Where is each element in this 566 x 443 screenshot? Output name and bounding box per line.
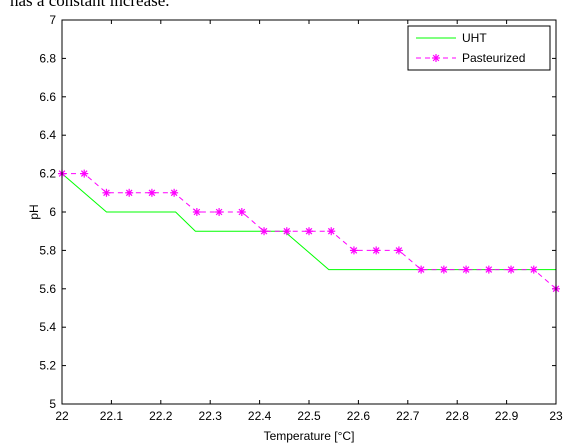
data-point-marker — [372, 246, 381, 255]
data-point-marker — [507, 265, 516, 274]
data-point-marker — [439, 265, 448, 274]
x-tick-label: 22.3 — [199, 409, 223, 423]
y-tick-label: 6.4 — [39, 128, 56, 142]
data-point-marker — [80, 169, 89, 178]
x-tick-label: 22.9 — [495, 409, 519, 423]
x-axis-label: Temperature [°C] — [264, 429, 355, 443]
x-tick-label: 22.4 — [248, 409, 272, 423]
x-tick-label: 22.5 — [297, 409, 321, 423]
legend-label-uht: UHT — [462, 31, 487, 45]
data-point-marker — [305, 227, 313, 236]
caption-text-fragment: has a constant increase. — [10, 0, 170, 10]
y-tick-label: 5.6 — [39, 282, 56, 296]
legend-star-marker — [432, 54, 440, 62]
data-point-marker — [237, 208, 246, 216]
data-point-marker — [192, 208, 201, 216]
y-axis-label: pH — [27, 204, 41, 219]
data-point-marker — [125, 188, 134, 197]
x-tick-label: 22.7 — [396, 409, 420, 423]
data-point-marker — [327, 227, 336, 236]
legend: UHT Pasteurized — [407, 25, 551, 71]
legend-marker-pasteurized — [432, 54, 440, 62]
y-tick-label: 5.4 — [39, 320, 56, 334]
x-tick-label: 22.2 — [149, 409, 173, 423]
data-point-marker — [394, 246, 403, 255]
data-point-marker — [215, 208, 224, 216]
legend-box — [407, 25, 551, 71]
y-tick-label: 5.8 — [39, 243, 56, 257]
plot-frame — [61, 19, 557, 405]
data-point-marker — [147, 188, 156, 197]
data-point-marker — [349, 246, 358, 255]
x-tick-label: 22.1 — [100, 409, 124, 423]
data-point-marker — [484, 265, 493, 274]
x-tick-label: 22.8 — [446, 409, 470, 423]
x-tick-label: 22.6 — [347, 409, 371, 423]
data-point-marker — [102, 188, 111, 197]
y-tick-label: 5 — [49, 397, 56, 411]
data-point-marker — [260, 227, 269, 236]
x-tick-label: 22 — [55, 409, 69, 423]
data-point-marker — [462, 265, 471, 274]
x-tick-label: 23 — [549, 409, 563, 423]
y-tick-label: 6.2 — [39, 167, 56, 181]
y-tick-label: 6 — [49, 205, 56, 219]
series-line-uht — [61, 173, 556, 271]
data-point-marker — [417, 265, 426, 274]
data-point-marker — [282, 227, 291, 236]
y-tick-label: 6.6 — [39, 90, 56, 104]
y-tick-label: 5.2 — [39, 359, 56, 373]
data-point-marker — [170, 188, 179, 197]
y-tick-label: 6.8 — [39, 51, 56, 65]
data-point-marker — [529, 265, 538, 274]
legend-label-pasteurized: Pasteurized — [462, 51, 525, 65]
y-tick-label: 7 — [49, 13, 56, 27]
ticks-layer: 22 22.1 22.2 22.3 22.4 22.5 22.6 22.7 22.8 22.9 23… — [39, 13, 563, 423]
